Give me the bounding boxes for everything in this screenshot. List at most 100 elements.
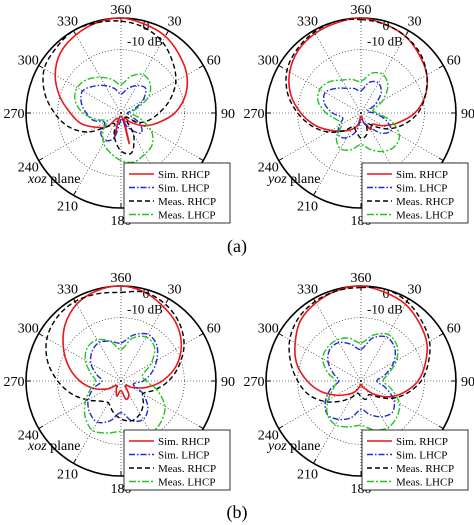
- angle-tick-label: 0: [143, 287, 150, 302]
- polar-grid-spoke: [313, 380, 362, 464]
- series-line-meas-rhcp: [285, 18, 428, 140]
- polar-tick-mark: [405, 30, 409, 36]
- polar-grid-spoke: [38, 65, 122, 114]
- subfigure-label-b: (b): [227, 502, 248, 523]
- angle-tick-label: 60: [447, 322, 461, 337]
- legend-entry: Meas. LHCP: [158, 477, 215, 489]
- legend-entry: Meas. LHCP: [158, 210, 215, 222]
- polar-tick-mark: [438, 333, 444, 337]
- polar-tick-mark: [38, 157, 44, 161]
- polar-tick-mark: [198, 333, 204, 337]
- angle-tick-label: 270: [4, 107, 25, 122]
- series-line-meas-rhcp: [45, 290, 185, 422]
- angle-tick-label: 0: [383, 287, 390, 302]
- polar-tick-mark: [73, 458, 77, 464]
- polar-grid-spoke: [73, 112, 122, 196]
- series-line-sim-rhcp: [62, 285, 183, 401]
- polar-tick-mark: [438, 425, 444, 429]
- polar-grid-spoke: [38, 112, 122, 161]
- polar-grid-spoke: [73, 298, 122, 382]
- series-line-meas-lhcp: [74, 73, 154, 164]
- polar-grid-spoke: [120, 333, 204, 382]
- polar-tick-mark: [198, 65, 204, 69]
- angle-tick-label: 270: [244, 375, 265, 390]
- angle-tick-label: 90: [461, 107, 474, 122]
- polar-grid-spoke: [313, 30, 362, 114]
- polar-grid-spoke: [313, 112, 362, 196]
- radial-ring-label: -10 dB: [367, 34, 403, 49]
- polar-tick-mark: [438, 157, 444, 161]
- angle-tick-label: 300: [258, 54, 279, 69]
- radial-ring-label: -10 dB: [367, 302, 403, 317]
- polar-grid-spoke: [120, 112, 169, 196]
- angle-tick-label: 270: [244, 107, 265, 122]
- legend-entry: Sim. LHCP: [158, 183, 209, 195]
- polar-tick-mark: [198, 425, 204, 429]
- polar-grid-spoke: [278, 380, 362, 429]
- angle-tick-label: 30: [408, 282, 422, 297]
- polar-tick-mark: [38, 65, 44, 69]
- angle-tick-label: 240: [18, 161, 39, 176]
- series-line-meas-lhcp: [317, 71, 401, 153]
- polar-grid-spoke: [360, 112, 409, 196]
- angle-tick-label: 30: [168, 14, 182, 29]
- polar-grid-spoke: [360, 30, 409, 114]
- angle-tick-label: 90: [221, 107, 235, 122]
- polar-tick-mark: [278, 157, 284, 161]
- polar-tick-mark: [38, 333, 44, 337]
- legend-box: [361, 162, 469, 224]
- polar-tick-mark: [73, 190, 77, 196]
- plane-label: xoz plane: [27, 439, 81, 454]
- legend-entry: Sim. RHCP: [158, 169, 210, 181]
- panel-b-left: 3600306090120150180210240270300330-10 dB…: [4, 271, 236, 497]
- polar-tick-mark: [278, 333, 284, 337]
- polar-tick-mark: [313, 458, 317, 464]
- polar-tick-mark: [278, 65, 284, 69]
- angle-tick-label: 300: [18, 322, 39, 337]
- panel-a-right: 3600306090120150180210240270300330-10 dB…: [244, 3, 474, 229]
- polar-tick-mark: [165, 30, 169, 36]
- legend-entry: Meas. RHCP: [396, 463, 454, 475]
- angle-tick-label: 240: [258, 429, 279, 444]
- legend-entry: Meas. RHCP: [396, 196, 454, 208]
- polar-grid-spoke: [73, 380, 122, 464]
- legend-entry: Sim. LHCP: [396, 183, 447, 195]
- polar-grid-spoke: [73, 30, 122, 114]
- series-line-sim-lhcp: [87, 332, 159, 424]
- radial-ring-label: -10 dB: [127, 34, 163, 49]
- angle-tick-label: 0: [383, 19, 390, 34]
- angle-tick-label: 60: [207, 54, 221, 69]
- angle-tick-label: 210: [57, 468, 78, 483]
- series-line-meas-rhcp: [288, 286, 431, 403]
- series-line-sim-rhcp: [294, 285, 428, 398]
- angle-tick-label: 240: [18, 429, 39, 444]
- legend-entry: Meas. RHCP: [158, 463, 216, 475]
- angle-tick-label: 30: [408, 14, 422, 29]
- polar-grid-spoke: [360, 333, 444, 382]
- angle-tick-label: 240: [258, 161, 279, 176]
- panel-a-left: 3600306090120150180210240270300330-10 dB…: [4, 3, 236, 229]
- series-line-sim-lhcp: [80, 84, 147, 142]
- angle-tick-label: 300: [258, 322, 279, 337]
- angle-tick-label: 90: [221, 375, 235, 390]
- angle-tick-label: 330: [297, 282, 318, 297]
- polar-grid-spoke: [120, 65, 204, 114]
- angle-tick-label: 270: [4, 375, 25, 390]
- polar-grid-spoke: [360, 65, 444, 114]
- legend-box: [361, 429, 469, 491]
- legend-box: [123, 429, 231, 491]
- legend-entry: Meas. LHCP: [396, 477, 453, 489]
- subfigure-label-a: (a): [227, 236, 247, 257]
- series-line-sim-rhcp: [54, 17, 189, 145]
- plane-label: yoz plane: [266, 172, 321, 187]
- polar-grid-spoke: [360, 112, 444, 161]
- angle-tick-label: 360: [111, 3, 132, 18]
- series-line-meas-lhcp: [321, 332, 401, 431]
- angle-tick-label: 90: [461, 375, 474, 390]
- polar-tick-mark: [278, 425, 284, 429]
- plane-label: xoz plane: [27, 172, 81, 187]
- series-line-sim-lhcp: [322, 80, 392, 139]
